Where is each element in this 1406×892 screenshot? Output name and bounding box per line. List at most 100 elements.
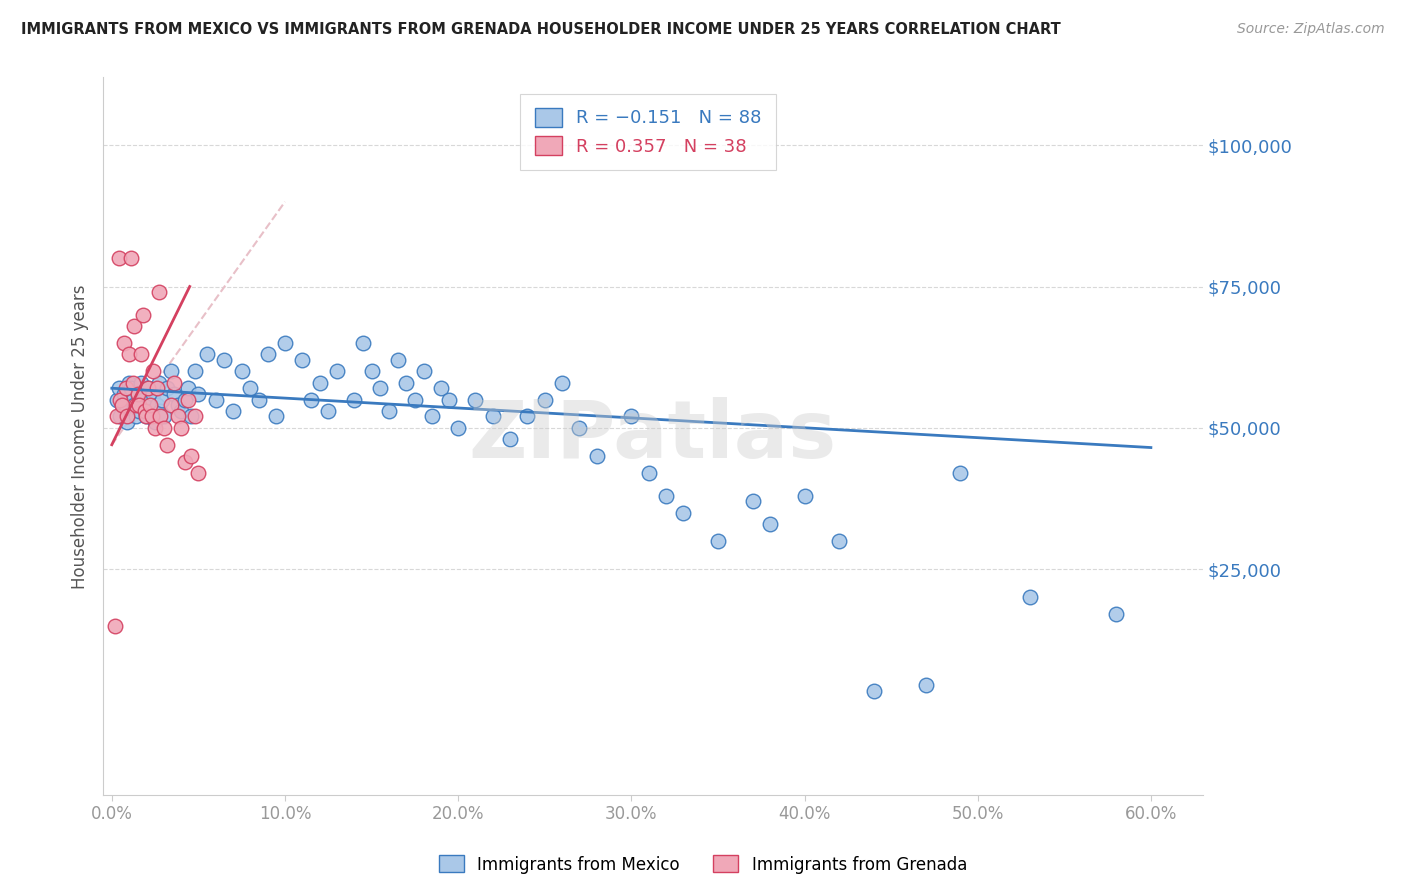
Point — [177, 392, 200, 407]
Point — [360, 364, 382, 378]
Point — [146, 381, 169, 395]
Point — [1018, 591, 1040, 605]
Point — [231, 364, 253, 378]
Point — [368, 381, 391, 395]
Point — [585, 449, 607, 463]
Point — [914, 678, 936, 692]
Point — [120, 252, 142, 266]
Point — [395, 376, 418, 390]
Point — [117, 409, 139, 424]
Point — [949, 466, 972, 480]
Point — [299, 392, 322, 407]
Point — [105, 392, 128, 407]
Point — [170, 404, 193, 418]
Point — [110, 392, 132, 407]
Point — [166, 398, 188, 412]
Point — [163, 376, 186, 390]
Point — [104, 618, 127, 632]
Point — [170, 421, 193, 435]
Point — [105, 409, 128, 424]
Point — [214, 353, 236, 368]
Point — [499, 432, 522, 446]
Point — [177, 381, 200, 395]
Point — [136, 381, 159, 395]
Point — [117, 415, 139, 429]
Point — [134, 404, 156, 418]
Point — [111, 398, 134, 412]
Point — [464, 392, 486, 407]
Point — [447, 421, 470, 435]
Point — [139, 398, 162, 412]
Point — [184, 364, 207, 378]
Point — [352, 336, 374, 351]
Point — [568, 421, 591, 435]
Point — [121, 376, 143, 390]
Point — [620, 409, 643, 424]
Point — [759, 516, 782, 531]
Point — [134, 398, 156, 412]
Legend: R = −0.151   N = 88, R = 0.357   N = 38: R = −0.151 N = 88, R = 0.357 N = 38 — [520, 94, 776, 170]
Point — [195, 347, 218, 361]
Point — [308, 376, 330, 390]
Point — [132, 392, 155, 407]
Point — [148, 285, 170, 300]
Point — [378, 404, 401, 418]
Point — [121, 392, 143, 407]
Point — [326, 364, 349, 378]
Point — [793, 489, 815, 503]
Point — [163, 387, 186, 401]
Point — [274, 336, 297, 351]
Point — [150, 392, 173, 407]
Point — [143, 415, 166, 429]
Point — [128, 398, 150, 412]
Point — [118, 376, 141, 390]
Point — [256, 347, 278, 361]
Point — [112, 387, 135, 401]
Point — [239, 381, 262, 395]
Point — [187, 387, 209, 401]
Text: IMMIGRANTS FROM MEXICO VS IMMIGRANTS FROM GRENADA HOUSEHOLDER INCOME UNDER 25 YE: IMMIGRANTS FROM MEXICO VS IMMIGRANTS FRO… — [21, 22, 1062, 37]
Point — [107, 381, 129, 395]
Point — [247, 392, 270, 407]
Point — [316, 404, 339, 418]
Point — [412, 364, 434, 378]
Point — [741, 494, 763, 508]
Point — [707, 533, 730, 548]
Point — [180, 449, 202, 463]
Point — [1105, 607, 1128, 622]
Point — [862, 683, 884, 698]
Point — [127, 387, 149, 401]
Point — [404, 392, 426, 407]
Point — [114, 404, 136, 418]
Point — [128, 404, 150, 418]
Point — [120, 381, 142, 395]
Point — [156, 438, 179, 452]
Point — [129, 347, 152, 361]
Point — [204, 392, 226, 407]
Point — [129, 376, 152, 390]
Point — [141, 409, 163, 424]
Point — [127, 387, 149, 401]
Point — [142, 387, 165, 401]
Point — [637, 466, 659, 480]
Point — [118, 347, 141, 361]
Point — [655, 489, 678, 503]
Point — [124, 398, 146, 412]
Point — [828, 533, 851, 548]
Point — [187, 466, 209, 480]
Point — [551, 376, 574, 390]
Point — [159, 398, 181, 412]
Y-axis label: Householder Income Under 25 years: Householder Income Under 25 years — [72, 284, 89, 589]
Point — [222, 404, 245, 418]
Point — [343, 392, 366, 407]
Point — [516, 409, 538, 424]
Text: Source: ZipAtlas.com: Source: ZipAtlas.com — [1237, 22, 1385, 37]
Point — [149, 409, 172, 424]
Point — [107, 252, 129, 266]
Point — [146, 398, 169, 412]
Point — [141, 404, 163, 418]
Point — [173, 392, 195, 407]
Point — [136, 381, 159, 395]
Point — [143, 421, 166, 435]
Point — [533, 392, 555, 407]
